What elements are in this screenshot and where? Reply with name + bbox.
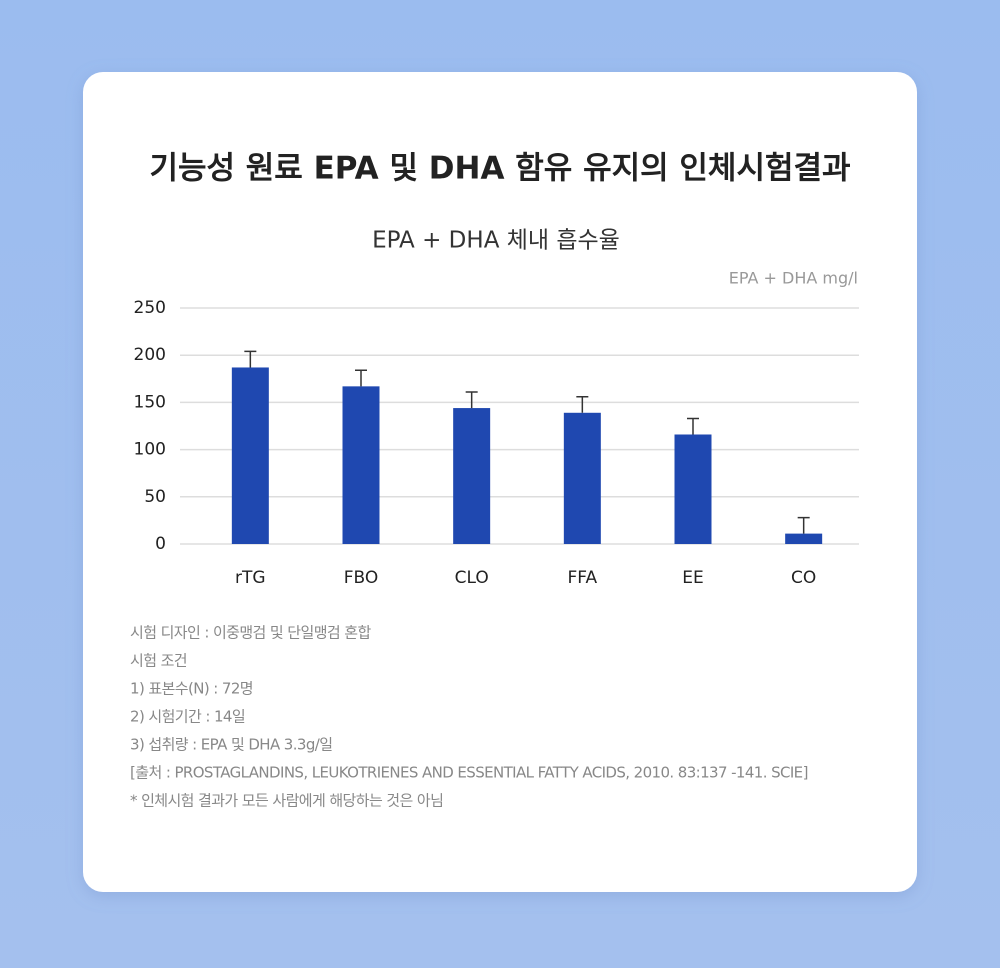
bar	[674, 434, 712, 544]
y-tick-label: 100	[134, 440, 166, 460]
chart-title: 기능성 원료 EPA 및 DHA 함유 유지의 인체시험결과	[149, 151, 851, 187]
error-bar	[355, 369, 367, 387]
error-bar	[465, 391, 478, 409]
y-tick-label: 50	[144, 487, 166, 507]
note: 1) 표본수(N) : 72명	[130, 680, 253, 698]
note: 시험 조건	[130, 652, 187, 670]
bar	[563, 412, 601, 544]
x-tick-label: rTG	[235, 568, 266, 588]
error-bar	[244, 350, 257, 368]
note: [출처 : PROSTAGLANDINS, LEUKOTRIENES AND E…	[130, 764, 808, 782]
bar	[453, 408, 491, 544]
note: 3) 섭취량 : EPA 및 DHA 3.3g/일	[130, 736, 332, 754]
y-tick-label: 200	[134, 345, 166, 365]
x-tick-label: CO	[791, 568, 816, 588]
note: * 인체시험 결과가 모든 사람에게 해당하는 것은 아님	[130, 792, 443, 810]
x-tick-label: FBO	[344, 568, 379, 588]
y-tick-label: 250	[134, 298, 166, 318]
chart-subtitle: EPA + DHA 체내 흡수율	[372, 228, 620, 254]
x-tick-label: CLO	[455, 568, 489, 588]
card	[83, 72, 917, 892]
y-tick-label: 150	[134, 392, 166, 412]
bar	[785, 533, 823, 544]
x-tick-label: FFA	[568, 568, 598, 588]
note: 시험 디자인 : 이중맹검 및 단일맹검 혼합	[130, 624, 371, 642]
bar	[231, 367, 269, 544]
y-axis-label: EPA + DHA mg/l	[729, 269, 858, 288]
bar	[342, 386, 380, 544]
error-bar	[576, 395, 589, 413]
note: 2) 시험기간 : 14일	[130, 708, 245, 726]
y-tick-label: 0	[155, 534, 166, 554]
x-tick-label: EE	[682, 568, 703, 588]
error-bar	[687, 417, 699, 435]
error-bar	[797, 516, 810, 534]
